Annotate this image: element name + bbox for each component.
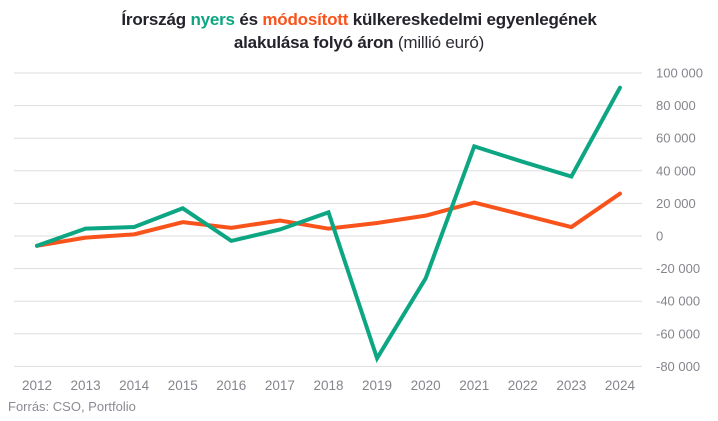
x-axis-label: 2022: [508, 378, 538, 393]
chart-title: Írország nyers és módosított külkeresked…: [0, 8, 718, 54]
x-axis-label: 2021: [459, 378, 489, 393]
x-axis-label: 2024: [605, 378, 636, 393]
y-axis-label: 20 000: [656, 196, 696, 211]
title-unit: (millió euró): [397, 33, 485, 52]
y-axis-label: 80 000: [656, 98, 696, 113]
raw-series-line: [35, 85, 622, 363]
x-axis-label: 2013: [71, 378, 101, 393]
x-axis-label: 2014: [119, 378, 150, 393]
x-axis-label: 2020: [411, 378, 441, 393]
y-axis-label: -80 000: [656, 359, 700, 374]
chart-title-line2: alakulása folyó áron (millió euró): [0, 31, 718, 54]
modified-series-label: módosított: [262, 10, 349, 29]
x-axis-label: 2018: [313, 378, 343, 393]
y-axis-label: -40 000: [656, 294, 700, 309]
modified-series-line: [35, 191, 622, 248]
x-axis-label: 2012: [22, 378, 52, 393]
y-axis-label: 0: [656, 229, 663, 244]
title-text: Írország: [121, 10, 191, 29]
title-text: külkereskedelmi egyenlegének: [348, 10, 597, 29]
title-text: alakulása folyó áron: [233, 33, 398, 52]
title-text: és: [234, 10, 263, 29]
x-axis-label: 2019: [362, 378, 392, 393]
x-axis-label: 2015: [168, 378, 198, 393]
raw-series-label: nyers: [190, 10, 235, 29]
x-axis-label: 2023: [556, 378, 586, 393]
y-axis-label: -60 000: [656, 326, 700, 341]
x-axis-label: 2016: [216, 378, 246, 393]
y-axis-label: 100 000: [656, 66, 703, 81]
y-axis-label: 40 000: [656, 163, 696, 178]
chart-title-line1: Írország nyers és módosított külkeresked…: [0, 8, 718, 31]
y-axis-label: 60 000: [656, 131, 696, 146]
y-axis-label: -20 000: [656, 261, 700, 276]
source-credit: Forrás: CSO, Portfolio: [8, 399, 136, 414]
x-axis-label: 2017: [265, 378, 295, 393]
